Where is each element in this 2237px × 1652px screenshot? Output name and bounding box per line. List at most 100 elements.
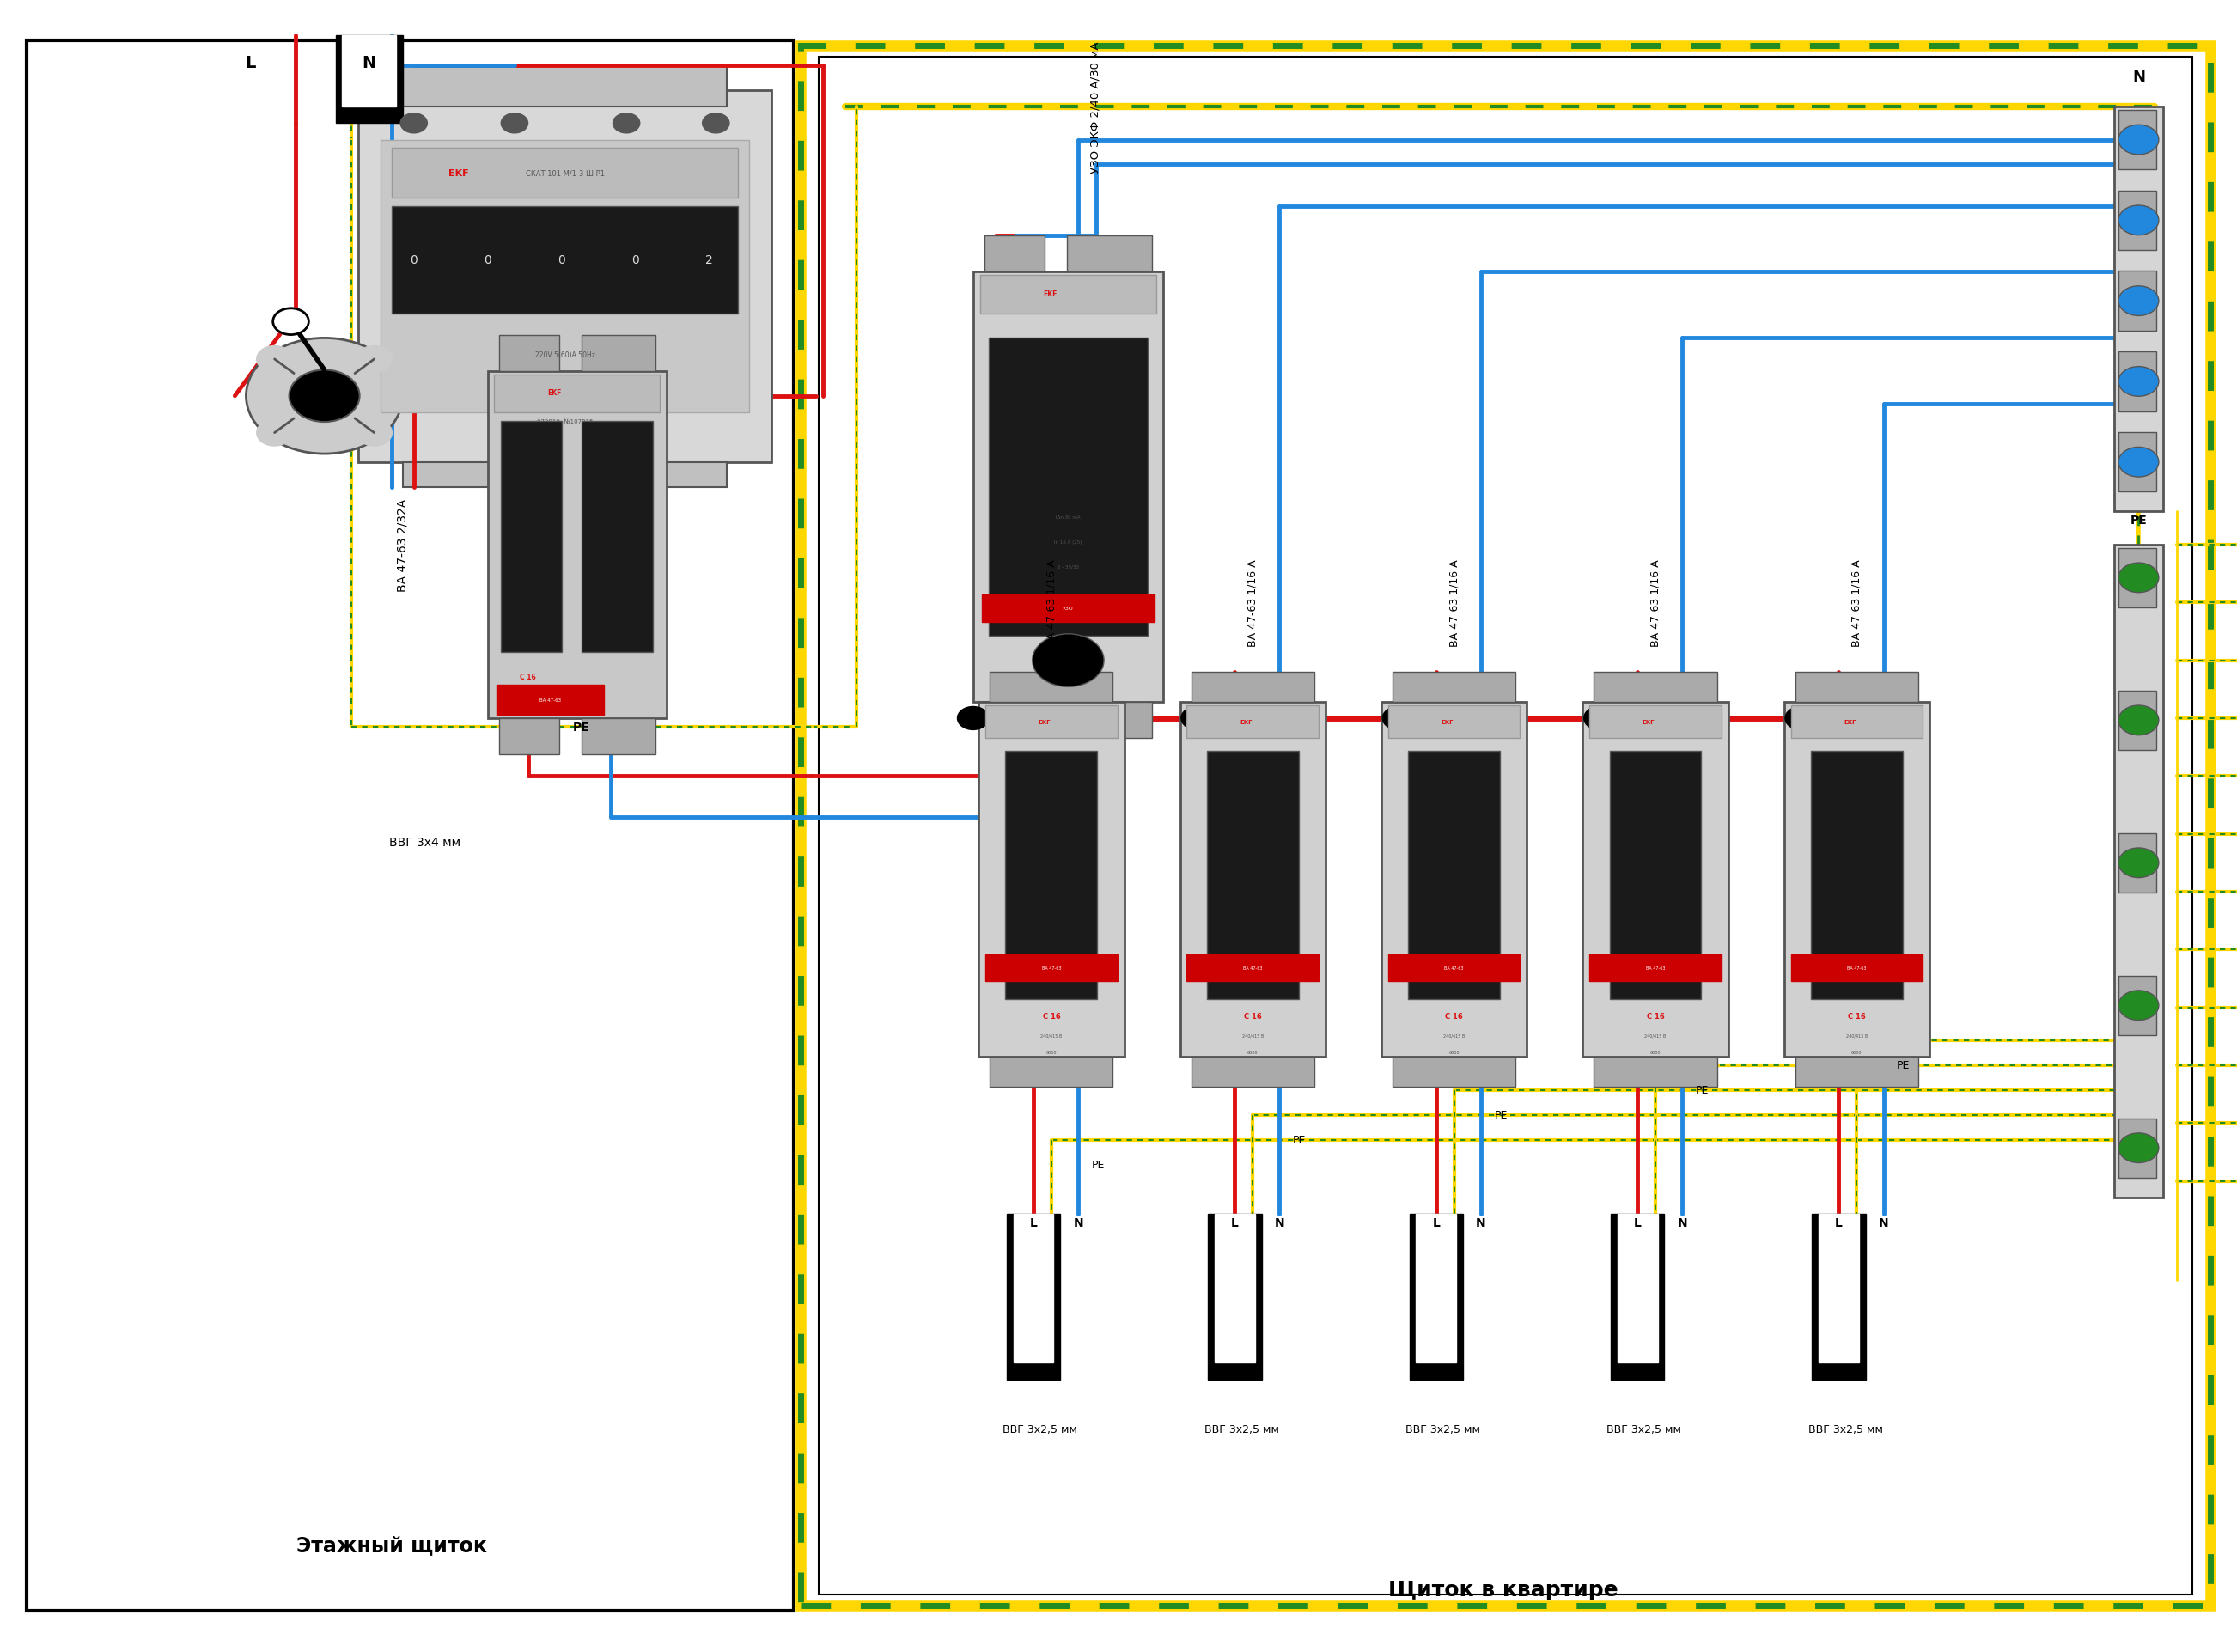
Circle shape	[289, 370, 360, 423]
Text: 6000: 6000	[1450, 1051, 1459, 1054]
Text: 240/415 В: 240/415 В	[1443, 1034, 1465, 1037]
Bar	[27, 41, 794, 1611]
Bar	[1416, 1214, 1456, 1363]
Circle shape	[257, 347, 293, 373]
Circle shape	[1584, 707, 1615, 730]
Text: N: N	[1879, 1216, 1888, 1229]
Circle shape	[2118, 705, 2159, 735]
Circle shape	[1181, 707, 1212, 730]
Bar	[380, 140, 749, 413]
Bar	[1067, 236, 1152, 273]
Text: EKF: EKF	[548, 390, 561, 396]
Text: 240/415 В: 240/415 В	[1846, 1034, 1868, 1037]
Text: L: L	[1633, 1216, 1642, 1229]
Text: PE: PE	[1092, 1160, 1105, 1170]
Bar	[1215, 1214, 1255, 1363]
Bar	[403, 66, 727, 107]
Bar	[1812, 752, 1901, 999]
Bar	[1611, 1214, 1664, 1379]
Bar	[1409, 1214, 1463, 1379]
Circle shape	[2118, 367, 2159, 396]
Text: ВА 47-63: ВА 47-63	[1848, 966, 1866, 970]
Text: In 16 A (25): In 16 A (25)	[1054, 540, 1083, 544]
Text: N: N	[1074, 1216, 1083, 1229]
Circle shape	[257, 420, 293, 446]
Circle shape	[273, 309, 309, 335]
Text: ВА 47-63 1/16 А: ВА 47-63 1/16 А	[1047, 560, 1056, 646]
Circle shape	[356, 420, 391, 446]
Text: N: N	[362, 55, 376, 71]
Bar	[984, 702, 1045, 738]
Text: 6000: 6000	[1047, 1051, 1056, 1054]
Bar	[1794, 672, 1917, 702]
Text: PE: PE	[1696, 1085, 1709, 1095]
Text: 2 - 35/30: 2 - 35/30	[1058, 565, 1078, 568]
Bar	[358, 91, 772, 463]
Circle shape	[2118, 287, 2159, 317]
Bar	[2118, 1118, 2156, 1178]
Text: Этажный щиток: Этажный щиток	[295, 1535, 488, 1555]
Bar	[801, 46, 2210, 1606]
Text: EKF: EKF	[1642, 719, 1655, 725]
Circle shape	[356, 347, 391, 373]
Bar	[403, 463, 727, 487]
Circle shape	[2118, 1133, 2159, 1163]
Bar	[2118, 976, 2156, 1036]
Text: N: N	[2132, 69, 2145, 86]
Bar	[1819, 1214, 1859, 1363]
Text: L: L	[1834, 1216, 1843, 1229]
Bar	[1013, 1214, 1054, 1363]
Text: L: L	[1029, 1216, 1038, 1229]
Bar	[801, 46, 2210, 1606]
Bar	[1391, 672, 1517, 702]
Circle shape	[2118, 563, 2159, 593]
Bar	[1790, 955, 1922, 981]
Text: ВА 47-63 1/16 А: ВА 47-63 1/16 А	[1651, 560, 1660, 646]
Text: УЗО ЭКФ 2/40 А/30 мА: УЗО ЭКФ 2/40 А/30 мА	[1089, 41, 1101, 173]
Bar	[1387, 705, 1521, 738]
Text: PE: PE	[573, 720, 591, 733]
Bar	[1593, 672, 1718, 702]
Text: 1600 Imp/(kW·h): 1600 Imp/(kW·h)	[539, 385, 591, 392]
Bar	[989, 339, 1148, 636]
Text: PE: PE	[2130, 514, 2148, 527]
Text: C 16: C 16	[519, 674, 537, 681]
Circle shape	[2118, 991, 2159, 1021]
Text: ВВГ 3х2,5 мм: ВВГ 3х2,5 мм	[1405, 1424, 1481, 1434]
Bar	[336, 36, 403, 124]
Bar	[1208, 1214, 1262, 1379]
Bar	[2118, 352, 2156, 411]
Bar	[1208, 752, 1297, 999]
Circle shape	[2118, 448, 2159, 477]
Text: C 16: C 16	[1848, 1013, 1866, 1019]
Bar	[494, 375, 660, 413]
Text: EKF: EKF	[1038, 719, 1051, 725]
Bar	[1588, 955, 1722, 981]
Text: ВА 47-63: ВА 47-63	[1445, 966, 1463, 970]
Text: Щиток в квартире: Щиток в квартире	[1389, 1579, 1617, 1599]
Bar	[2118, 548, 2156, 608]
Circle shape	[501, 114, 528, 134]
Text: EKF: EKF	[1843, 719, 1857, 725]
Bar	[1007, 752, 1096, 999]
Bar	[1007, 1214, 1060, 1379]
Bar	[980, 276, 1157, 314]
Bar	[582, 335, 655, 372]
Text: ВВГ 3х2,5 мм: ВВГ 3х2,5 мм	[1606, 1424, 1682, 1434]
Bar	[1812, 1214, 1866, 1379]
Text: PE: PE	[1494, 1110, 1508, 1120]
Bar	[2118, 192, 2156, 251]
Bar	[499, 719, 559, 755]
Circle shape	[2118, 849, 2159, 879]
Text: 6000: 6000	[1248, 1051, 1257, 1054]
Text: ВВГ 3х2,5 мм: ВВГ 3х2,5 мм	[1204, 1424, 1280, 1434]
Text: 6000: 6000	[1852, 1051, 1861, 1054]
Text: C 16: C 16	[1042, 1013, 1060, 1019]
Bar	[1391, 1057, 1517, 1087]
Bar	[1192, 672, 1313, 702]
Text: ВВГ 3х2,5 мм: ВВГ 3х2,5 мм	[1002, 1424, 1078, 1434]
Text: 2: 2	[705, 254, 714, 266]
Text: EKF: EKF	[1239, 719, 1253, 725]
Text: EKF: EKF	[447, 169, 470, 178]
Bar	[2118, 833, 2156, 892]
